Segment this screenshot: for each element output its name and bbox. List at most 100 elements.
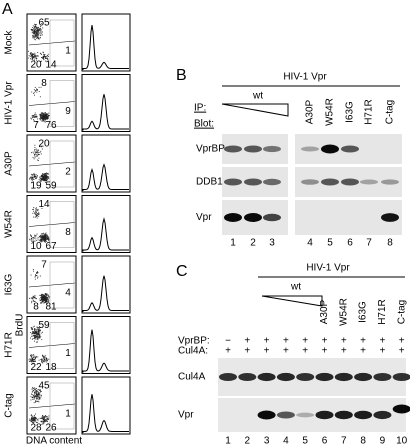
dot [40,117,42,119]
dot [42,422,44,424]
dot [35,398,37,399]
dot [47,418,49,420]
dot [31,327,33,329]
dot [44,112,46,113]
dot [38,328,39,330]
dot [45,298,46,300]
dot [32,239,34,241]
dot [47,116,49,118]
dot [35,33,37,35]
dot [48,296,49,298]
dot [34,52,36,54]
condition-sign: + [244,336,250,347]
dot [40,26,42,27]
dot [40,114,41,116]
dot [38,37,39,39]
gate-box [49,322,75,369]
dot [31,91,33,93]
dot [34,35,36,37]
dot [33,174,35,176]
quadrant-value: 59 [38,320,50,331]
dot [33,117,35,118]
row-label: A30P [4,151,15,176]
dot [31,181,33,183]
quadrant-value: 65 [38,18,50,29]
dot [47,238,49,240]
histogram-frame [81,195,131,253]
dot [33,334,35,336]
dot [31,356,33,358]
dot [33,116,34,118]
dot [40,118,42,120]
dot [31,418,32,420]
quadrant-value: 14 [38,199,50,210]
dot [32,157,34,158]
dot [42,294,44,295]
dot [35,56,37,58]
dot [34,276,36,278]
dot [43,357,45,358]
gate-box [49,19,75,67]
dot [40,114,42,116]
dot [31,355,33,357]
dot [37,52,39,53]
gate [28,282,76,288]
quadrant-value: 1 [65,46,71,57]
dot [36,89,38,91]
dot [33,28,35,30]
wt-label: wt [252,91,263,102]
dot [43,117,44,119]
dot [35,338,37,340]
band [341,178,359,186]
dot [41,177,43,179]
dot [44,300,46,302]
dot [32,399,34,400]
dot [32,359,33,360]
dot [30,58,31,60]
dot [47,238,48,240]
dot [35,332,37,334]
dot [43,298,45,300]
dot [39,336,41,337]
dot [31,54,33,56]
dot [30,274,32,276]
dot [33,331,35,333]
dot [32,391,34,393]
dot [32,114,34,116]
gate-box [49,201,75,248]
dot [34,396,36,397]
dot [36,89,38,91]
condition-sign: + [302,336,308,347]
dot [46,417,48,419]
band [321,178,339,186]
dot [32,29,33,31]
dot [32,27,34,28]
dot [34,300,36,302]
dot [36,336,38,337]
dot [35,178,36,180]
dot [33,216,35,218]
dot [33,119,35,120]
dot [42,113,44,114]
dot [41,54,42,55]
dot [31,179,33,180]
band [392,404,410,414]
dot [38,333,39,335]
condition-sign: + [225,346,231,357]
dot [33,332,35,334]
dot [46,237,48,238]
dot [30,359,31,361]
dot [46,359,48,360]
dot [43,176,45,178]
dot [37,31,39,33]
dot [30,52,32,53]
dot [35,35,37,37]
dot [44,301,46,303]
dot [41,57,42,58]
dot [36,211,37,213]
dot [39,31,41,33]
dot [32,56,34,58]
dot [44,115,46,117]
quadrant-value: 8 [33,302,39,313]
dot [35,36,37,38]
